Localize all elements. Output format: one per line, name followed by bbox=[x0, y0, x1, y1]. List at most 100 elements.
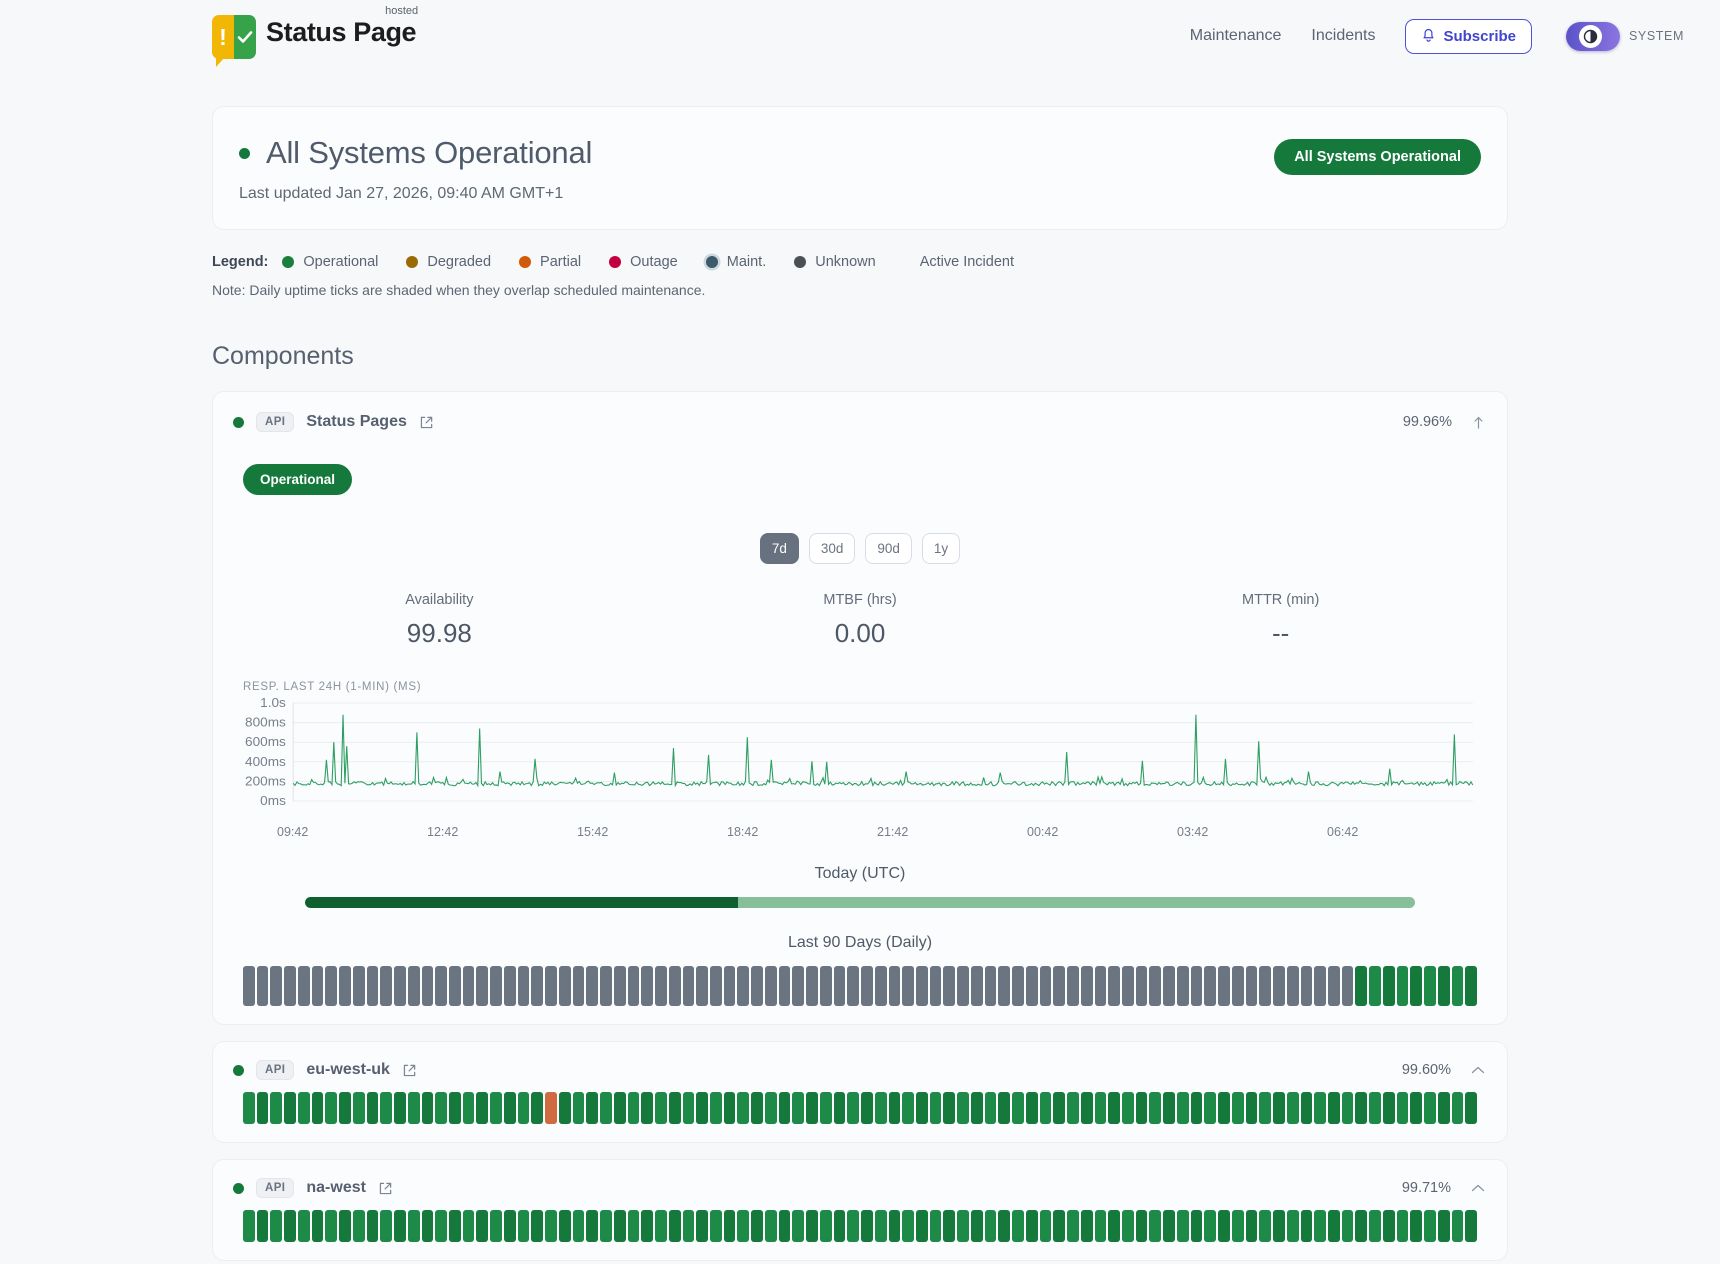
uptime-tick[interactable] bbox=[751, 1092, 763, 1124]
uptime-tick[interactable] bbox=[1067, 966, 1079, 1006]
uptime-tick[interactable] bbox=[1149, 1210, 1162, 1242]
uptime-tick[interactable] bbox=[462, 1092, 475, 1124]
uptime-tick[interactable] bbox=[1341, 966, 1354, 1006]
uptime-tick[interactable] bbox=[380, 1092, 393, 1124]
uptime-tick[interactable] bbox=[1163, 1210, 1175, 1242]
uptime-tick[interactable] bbox=[1245, 966, 1258, 1006]
uptime-tick[interactable] bbox=[1176, 966, 1189, 1006]
uptime-tick[interactable] bbox=[352, 1210, 365, 1242]
uptime-tick[interactable] bbox=[531, 1092, 544, 1124]
uptime-tick[interactable] bbox=[1039, 1092, 1052, 1124]
uptime-tick[interactable] bbox=[1204, 966, 1217, 1006]
brand-logo[interactable]: ! Status Page hosted bbox=[212, 5, 418, 67]
uptime-tick[interactable] bbox=[709, 1092, 722, 1124]
uptime-tick[interactable] bbox=[600, 1210, 612, 1242]
uptime-tick[interactable] bbox=[915, 1210, 928, 1242]
uptime-tick[interactable] bbox=[641, 1210, 654, 1242]
status-badge[interactable]: All Systems Operational bbox=[1274, 139, 1481, 175]
uptime-tick[interactable] bbox=[655, 1092, 667, 1124]
uptime-tick[interactable] bbox=[270, 1092, 283, 1124]
uptime-tick[interactable] bbox=[256, 1092, 269, 1124]
uptime-tick[interactable] bbox=[1465, 1092, 1478, 1124]
uptime-tick[interactable] bbox=[558, 966, 571, 1006]
uptime-tick[interactable] bbox=[311, 1092, 324, 1124]
uptime-tick[interactable] bbox=[366, 1210, 379, 1242]
uptime-tick[interactable] bbox=[1231, 966, 1244, 1006]
uptime-tick[interactable] bbox=[352, 966, 365, 1006]
component-status-pill[interactable]: Operational bbox=[243, 464, 353, 495]
uptime-tick[interactable] bbox=[682, 1210, 695, 1242]
uptime-tick[interactable] bbox=[1080, 1210, 1093, 1242]
uptime-tick[interactable] bbox=[696, 966, 708, 1006]
nav-incidents[interactable]: Incidents bbox=[1311, 27, 1376, 44]
uptime-tick[interactable] bbox=[1245, 1092, 1258, 1124]
uptime-tick[interactable] bbox=[1341, 1210, 1354, 1242]
uptime-tick[interactable] bbox=[1259, 1092, 1272, 1124]
range-button-30d[interactable]: 30d bbox=[808, 533, 856, 564]
component-name-eu-west-uk[interactable]: eu-west-uk bbox=[306, 1061, 390, 1078]
uptime-tick[interactable] bbox=[627, 966, 640, 1006]
uptime-tick[interactable] bbox=[929, 1092, 942, 1124]
uptime-tick[interactable] bbox=[1437, 966, 1450, 1006]
uptime-tick[interactable] bbox=[1300, 966, 1313, 1006]
uptime-tick[interactable] bbox=[449, 966, 461, 1006]
uptime-tick[interactable] bbox=[1190, 966, 1203, 1006]
uptime-tick[interactable] bbox=[957, 1210, 969, 1242]
uptime-tick[interactable] bbox=[929, 1210, 942, 1242]
uptime-tick[interactable] bbox=[1163, 1092, 1175, 1124]
uptime-tick[interactable] bbox=[709, 966, 722, 1006]
uptime-tick[interactable] bbox=[1080, 966, 1093, 1006]
uptime-tick[interactable] bbox=[1231, 1092, 1244, 1124]
uptime-tick[interactable] bbox=[435, 966, 448, 1006]
component-type-badge[interactable]: API bbox=[256, 412, 295, 432]
uptime-tick[interactable] bbox=[1424, 966, 1436, 1006]
uptime-tick[interactable] bbox=[1245, 1210, 1258, 1242]
uptime-tick[interactable] bbox=[1176, 1210, 1189, 1242]
uptime-tick[interactable] bbox=[1369, 966, 1381, 1006]
range-button-7d[interactable]: 7d bbox=[759, 533, 799, 564]
uptime-tick[interactable] bbox=[270, 966, 283, 1006]
component-name-status-pages[interactable]: Status Pages bbox=[306, 413, 407, 430]
uptime-tick[interactable] bbox=[1108, 966, 1120, 1006]
uptime-tick[interactable] bbox=[1355, 1092, 1368, 1124]
uptime-tick[interactable] bbox=[1053, 1210, 1066, 1242]
uptime-tick[interactable] bbox=[503, 1092, 516, 1124]
uptime-tick[interactable] bbox=[888, 1092, 901, 1124]
uptime-tick[interactable] bbox=[297, 966, 310, 1006]
uptime-tick[interactable] bbox=[1286, 1092, 1299, 1124]
uptime-tick[interactable] bbox=[998, 1210, 1011, 1242]
component-name-na-west[interactable]: na-west bbox=[306, 1179, 366, 1196]
uptime-tick[interactable] bbox=[1410, 966, 1423, 1006]
uptime-tick[interactable] bbox=[1218, 1092, 1230, 1124]
uptime-tick[interactable] bbox=[984, 1092, 997, 1124]
uptime-tick[interactable] bbox=[339, 1210, 351, 1242]
uptime-tick[interactable] bbox=[1273, 1092, 1285, 1124]
uptime-tick[interactable] bbox=[1396, 1092, 1409, 1124]
uptime-tick[interactable] bbox=[572, 1092, 585, 1124]
uptime-tick[interactable] bbox=[668, 1092, 681, 1124]
uptime-tick[interactable] bbox=[490, 1092, 502, 1124]
uptime-tick[interactable] bbox=[1012, 1092, 1024, 1124]
uptime-tick[interactable] bbox=[984, 966, 997, 1006]
uptime-tick[interactable] bbox=[737, 966, 750, 1006]
uptime-tick[interactable] bbox=[792, 1210, 805, 1242]
uptime-tick[interactable] bbox=[284, 966, 296, 1006]
uptime-tick[interactable] bbox=[874, 1210, 887, 1242]
uptime-tick[interactable] bbox=[476, 1210, 489, 1242]
uptime-tick[interactable] bbox=[888, 1210, 901, 1242]
uptime-tick[interactable] bbox=[1300, 1092, 1313, 1124]
uptime-tick[interactable] bbox=[1094, 966, 1107, 1006]
uptime-tick[interactable] bbox=[1341, 1092, 1354, 1124]
uptime-tick[interactable] bbox=[847, 966, 860, 1006]
uptime-tick[interactable] bbox=[915, 1092, 928, 1124]
uptime-tick[interactable] bbox=[641, 966, 654, 1006]
uptime-tick[interactable] bbox=[311, 1210, 324, 1242]
uptime-tick[interactable] bbox=[723, 1092, 736, 1124]
uptime-tick[interactable] bbox=[1067, 1092, 1079, 1124]
uptime-tick[interactable] bbox=[476, 966, 489, 1006]
uptime-tick[interactable] bbox=[407, 1210, 420, 1242]
uptime-tick[interactable] bbox=[243, 1210, 255, 1242]
uptime-tick[interactable] bbox=[902, 1092, 914, 1124]
expand-chevron-icon-eu-west-uk[interactable] bbox=[1469, 1063, 1487, 1077]
uptime-tick[interactable] bbox=[1025, 1092, 1038, 1124]
